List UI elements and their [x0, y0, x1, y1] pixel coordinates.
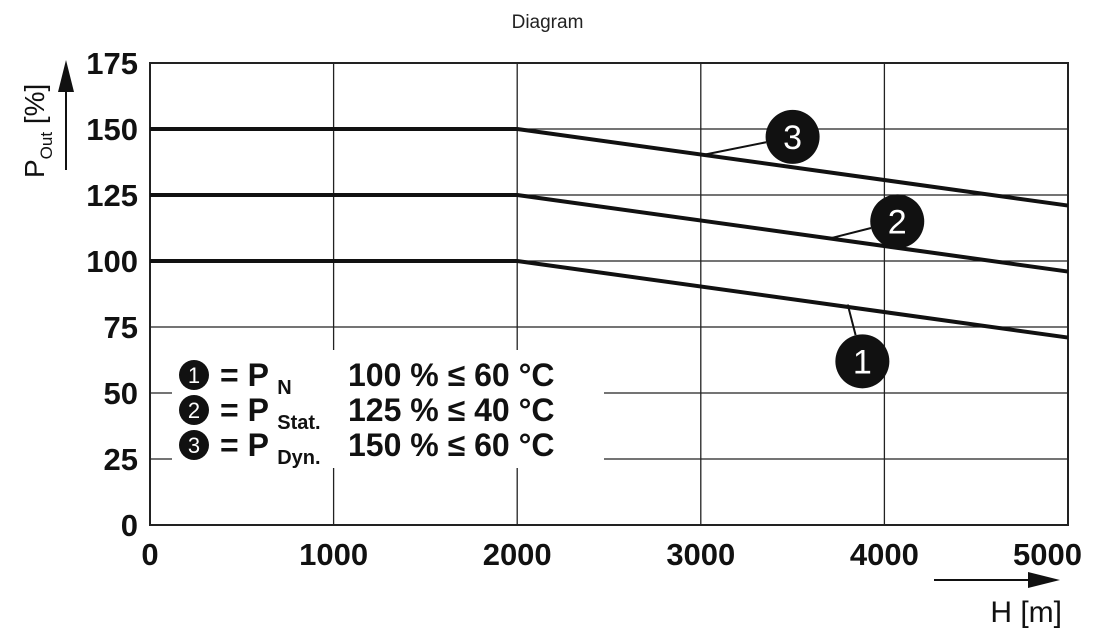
y-tick-label: 150 — [86, 112, 138, 147]
axis-labels: POut [%] H [m] — [19, 60, 1062, 629]
legend-background — [172, 350, 604, 468]
x-tick-label: 0 — [141, 537, 158, 572]
tick-labels: 0 25 50 75 100 125 150 175 0 1000 2000 3000 4000 5000 — [86, 46, 1082, 572]
callout-leader-3 — [700, 141, 767, 157]
callout-badge-1 — [835, 334, 890, 389]
x-tick-label: 4000 — [850, 537, 919, 572]
series-line-3 — [150, 127, 1069, 208]
y-axis-arrow-head — [58, 60, 74, 92]
y-axis-label: POut [%] — [19, 84, 56, 178]
x-axis-label: H [m] — [990, 596, 1062, 629]
legend-text-1: = P N 100 % ≤ 60 °C — [220, 357, 554, 399]
legend-badge-number: 1 — [188, 363, 200, 388]
legend: 1 = P N 100 % ≤ 60 °C 2 = P Stat. 125 % ≤ 40 … — [172, 350, 604, 469]
x-tick-label: 1000 — [299, 537, 368, 572]
callout-leader-1 — [846, 304, 857, 336]
legend-badge-number: 2 — [188, 398, 200, 423]
plot-frame — [149, 62, 1069, 526]
y-tick-label: 25 — [104, 442, 138, 477]
legend-badge-3 — [179, 430, 209, 460]
y-tick-label: 75 — [104, 310, 138, 345]
series-lines — [150, 127, 1069, 340]
y-tick-label: 0 — [121, 508, 138, 543]
legend-text-3: = P Dyn. 150 % ≤ 60 °C — [220, 427, 554, 469]
legend-item-3: 3 = P Dyn. 150 % ≤ 60 °C — [179, 427, 554, 469]
callout-number-2: 2 — [888, 203, 907, 241]
legend-item-1: 1 = P N 100 % ≤ 60 °C — [179, 357, 554, 399]
callout-number-3: 3 — [783, 119, 802, 157]
callout-badge-2 — [870, 194, 925, 249]
callout-number-1: 1 — [853, 343, 872, 381]
legend-badge-2 — [179, 395, 209, 425]
x-tick-label: 5000 — [1013, 537, 1082, 572]
legend-text-2: = P Stat. 125 % ≤ 40 °C — [220, 392, 554, 434]
series-line-1 — [150, 259, 1069, 340]
x-axis-arrow-head — [1028, 572, 1060, 588]
legend-badge-1 — [179, 360, 209, 390]
chart-title: Diagram — [511, 12, 584, 33]
series-line-2 — [150, 193, 1069, 274]
y-tick-label: 175 — [86, 46, 138, 81]
y-tick-label: 100 — [86, 244, 138, 279]
legend-badge-number: 3 — [188, 433, 200, 458]
y-tick-label: 125 — [86, 178, 138, 213]
callout-badge-3 — [765, 109, 820, 164]
legend-item-2: 2 = P Stat. 125 % ≤ 40 °C — [179, 392, 554, 434]
callout-leader-2 — [829, 227, 872, 240]
y-tick-label: 50 — [104, 376, 138, 411]
x-tick-label: 2000 — [483, 537, 552, 572]
x-tick-label: 3000 — [666, 537, 735, 572]
series-callouts: 1 2 3 — [700, 109, 925, 389]
